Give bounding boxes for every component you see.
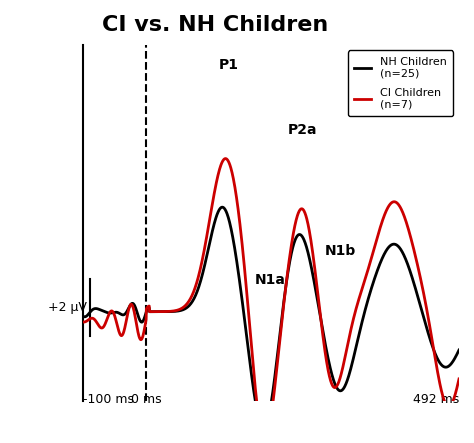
Text: N1a: N1a: [255, 273, 286, 287]
Text: P2a: P2a: [287, 123, 317, 137]
Text: +2 μV: +2 μV: [48, 301, 87, 314]
Text: P1: P1: [219, 58, 239, 72]
Text: N1b: N1b: [325, 244, 356, 258]
Text: 0 ms: 0 ms: [131, 392, 162, 405]
Text: -100 ms: -100 ms: [82, 392, 134, 405]
Text: 492 ms: 492 ms: [413, 392, 459, 405]
Text: P2b: P2b: [379, 102, 409, 116]
Legend: NH Children
(n=25), CI Children
(n=7): NH Children (n=25), CI Children (n=7): [348, 51, 454, 116]
Text: CI vs. NH Children: CI vs. NH Children: [101, 15, 328, 35]
